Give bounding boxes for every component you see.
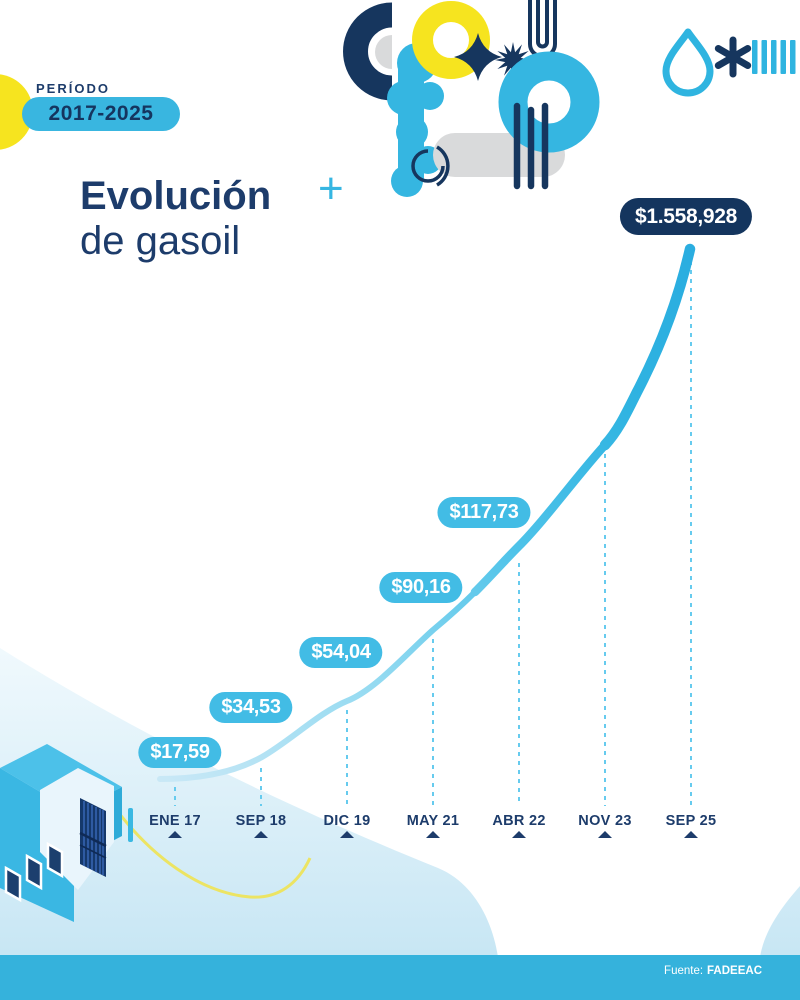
wave-background [0,648,800,1000]
value-pill-may21: $90,16 [379,572,463,603]
starburst-icon [495,42,531,78]
title-line1: Evolución [80,174,272,218]
x-label-may21: MAY 21 [406,813,460,829]
warehouse-illustration [0,744,133,922]
warehouse-windows [4,841,64,903]
price-curve [157,243,696,782]
price-chart [157,243,698,838]
period-range-text: 2017-2025 [48,102,154,125]
source-name: FADEEAC [707,965,762,977]
three-navy-bars [513,102,549,190]
source-prefix: Fuente: [664,965,704,977]
value-pill-abr22: $117,73 [437,497,531,528]
x-label-abr22: ABR 22 [492,813,546,829]
title-line2: de gasoil [80,219,241,263]
gray-half-disc [375,35,392,69]
x-label-ene17: ENE 17 [149,813,201,829]
swirl-outer-arc [436,145,450,187]
decorative-shapes [343,0,600,197]
navy-half-ring [343,2,393,101]
value-pill-sep18: $34,53 [209,692,293,723]
value-pill-dic19: $54,04 [299,637,383,668]
water-drop-icon [662,28,714,97]
x-label-nov23: NOV 23 [578,813,632,829]
yellow-arc [110,803,312,899]
footer-band [0,955,800,1000]
value-pill-sep25: $1.558,928 [619,198,753,235]
plus-sign: + [318,164,344,213]
cyan-blob [387,43,444,197]
swirl-circle-icon [411,149,445,183]
axis-tick-triangles [168,831,698,838]
big-cyan-donut [498,51,600,153]
x-label-sep18: SEP 18 [235,813,287,829]
door-slats [83,801,104,875]
x-label-dic19: DIC 19 [323,813,371,829]
period-label: PERÍODO [36,81,110,96]
dashed-guides [174,252,692,806]
x-label-sep25: SEP 25 [665,813,717,829]
source-credit: Fuente: FADEEAC [664,965,762,977]
cyan-sliver [128,808,133,842]
five-tally-bars-icon [752,40,796,74]
paperclip-inner [536,0,549,49]
value-pill-ene17: $17,59 [138,737,222,768]
yellow-circle [0,74,33,150]
asterisk-icon [714,36,752,78]
period-range-badge: 2017-2025 [22,97,180,131]
top-right-icons [662,28,796,97]
sparkle-star-icon [454,33,502,81]
page-title: Evolución de gasoil [80,174,271,264]
